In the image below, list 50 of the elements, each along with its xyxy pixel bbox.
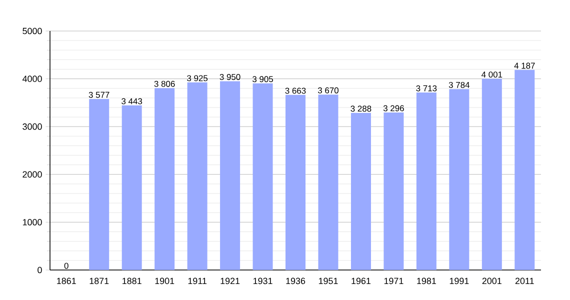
- data-label: 3 950: [220, 74, 240, 80]
- bar: [449, 89, 470, 270]
- x-tick-label: 1961: [352, 278, 371, 284]
- data-label: 3 663: [285, 88, 306, 94]
- bar: [187, 82, 208, 270]
- bar: [318, 94, 338, 270]
- x-tick-label: 1911: [188, 278, 207, 284]
- y-tick-label: 2000: [22, 171, 42, 178]
- x-tick-label: 1971: [384, 278, 404, 284]
- bar: [384, 112, 404, 270]
- x-tick-label: 1951: [318, 278, 338, 284]
- bar: [350, 112, 371, 270]
- data-label: 0: [64, 262, 68, 269]
- y-tick-label: 4000: [22, 76, 42, 82]
- data-label: 4 187: [514, 62, 535, 69]
- x-tick-label: 1991: [450, 278, 469, 284]
- x-tick-label: 1901: [155, 278, 174, 284]
- x-tick-label: 2011: [515, 278, 534, 284]
- x-tick-label: 1981: [417, 278, 436, 284]
- y-tick-label: 3000: [22, 123, 42, 130]
- bar: [286, 94, 306, 270]
- x-tick-label: 1871: [90, 278, 109, 284]
- x-tick-label: 2001: [482, 278, 502, 284]
- y-tick-label: 0: [38, 266, 42, 274]
- x-tick-label: 1921: [220, 278, 240, 284]
- bar: [220, 81, 240, 270]
- bar: [482, 78, 502, 270]
- bar: [122, 105, 142, 270]
- x-tick-label: 1861: [57, 278, 76, 284]
- data-label: 3 670: [318, 87, 338, 94]
- bar: [89, 99, 110, 270]
- y-tick-label: 1000: [22, 219, 42, 226]
- data-label: 3 806: [154, 80, 175, 87]
- data-label: 4 001: [482, 72, 502, 78]
- x-tick-label: 1936: [286, 278, 306, 284]
- bar: [514, 70, 535, 270]
- data-label: 3 905: [252, 76, 274, 82]
- data-label: 3 784: [448, 82, 470, 88]
- data-label: 3 713: [416, 85, 437, 92]
- data-label: 3 577: [88, 92, 110, 98]
- data-label: 3 925: [187, 75, 208, 82]
- bar: [252, 83, 273, 270]
- y-tick-label: 5000: [22, 28, 42, 34]
- bar: [154, 88, 175, 270]
- data-label: 3 296: [383, 105, 404, 112]
- bar: [416, 92, 436, 270]
- data-label: 3 288: [350, 106, 372, 112]
- x-tick-label: 1931: [253, 278, 272, 284]
- data-label: 3 443: [122, 98, 142, 104]
- x-tick-label: 1881: [122, 278, 142, 284]
